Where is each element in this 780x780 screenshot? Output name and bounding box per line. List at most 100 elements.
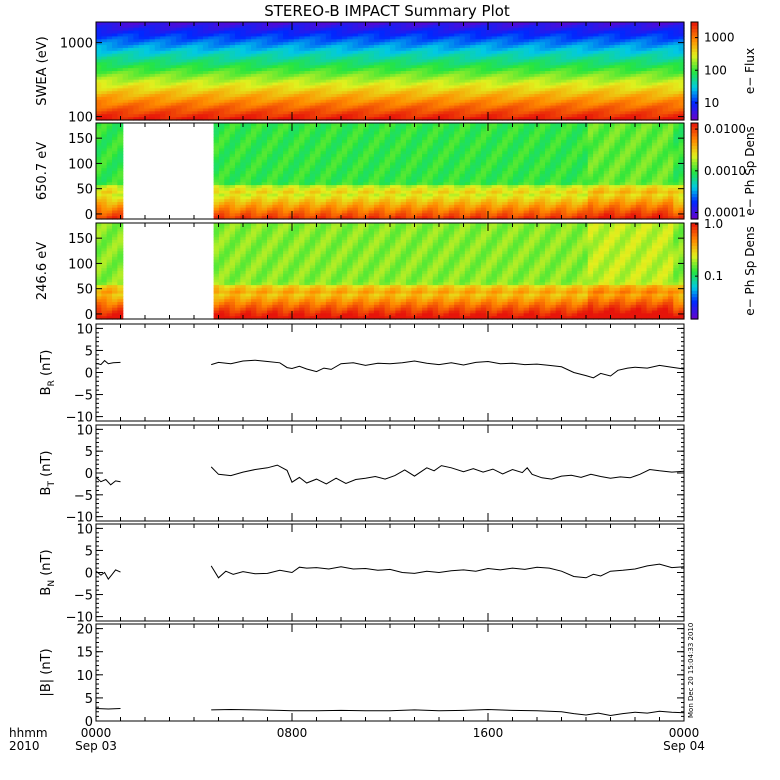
- heatmap-cell: [341, 182, 348, 186]
- heatmap-cell: [379, 73, 386, 78]
- heatmap-cell: [325, 102, 332, 107]
- heatmap-cell: [379, 117, 386, 121]
- heatmap-cell: [555, 39, 562, 43]
- heatmap-cell: [160, 73, 167, 78]
- heatmap-cell: [625, 59, 632, 63]
- heatmap-cell: [625, 99, 632, 104]
- heatmap-cell: [363, 73, 370, 78]
- heatmap-cell: [208, 24, 215, 29]
- heatmap-cell: [395, 53, 402, 58]
- heatmap-cell: [213, 142, 220, 147]
- heatmap-cell: [507, 27, 514, 32]
- heatmap-cell: [336, 196, 343, 200]
- heatmap-cell: [646, 45, 653, 49]
- heatmap-cell: [331, 108, 338, 112]
- heatmap-cell: [320, 24, 327, 29]
- heatmap-cell: [630, 91, 637, 95]
- heatmap-cell: [555, 88, 562, 92]
- heatmap-cell: [304, 99, 311, 104]
- heatmap-cell: [186, 85, 193, 89]
- heatmap-cell: [256, 39, 263, 43]
- heatmap-cell: [368, 30, 375, 35]
- heatmap-cell: [363, 156, 370, 161]
- heatmap-cell: [170, 88, 177, 92]
- heatmap-cell: [234, 76, 241, 81]
- heatmap-cell: [545, 22, 551, 26]
- heatmap-cell: [603, 53, 610, 58]
- heatmap-cell: [352, 151, 359, 155]
- heatmap-cell: [256, 105, 263, 110]
- heatmap-cell: [555, 85, 562, 89]
- heatmap-cell: [443, 65, 450, 69]
- heatmap-cell: [325, 151, 332, 155]
- heatmap-cell: [336, 82, 343, 87]
- heatmap-cell: [245, 50, 252, 55]
- heatmap-cell: [181, 71, 188, 75]
- heatmap-cell: [523, 53, 530, 58]
- heatmap-cell: [336, 142, 343, 147]
- heatmap-cell: [662, 85, 669, 89]
- heatmap-cell: [545, 36, 551, 40]
- heatmap-cell: [625, 105, 632, 110]
- heatmap-cell: [598, 108, 605, 112]
- heatmap-cell: [251, 85, 257, 89]
- heatmap-cell: [154, 96, 161, 101]
- heatmap-cell: [154, 94, 161, 98]
- heatmap-cell: [218, 139, 225, 144]
- heatmap-cell: [181, 30, 188, 35]
- heatmap-cell: [192, 99, 199, 104]
- heatmap-cell: [315, 88, 322, 92]
- colorbar-segment: [691, 97, 698, 101]
- heatmap-cell: [651, 88, 658, 92]
- heatmap-cell: [288, 196, 295, 200]
- heatmap-cell: [400, 91, 407, 95]
- heatmap-cell: [299, 168, 306, 172]
- heatmap-cell: [357, 125, 364, 130]
- heatmap-cell: [523, 68, 530, 72]
- heatmap-cell: [406, 39, 412, 43]
- heatmap-cell: [320, 42, 327, 46]
- heatmap-cell: [630, 33, 637, 38]
- heatmap-cell: [464, 96, 471, 101]
- heatmap-cell: [593, 62, 600, 66]
- heatmap-cell: [320, 187, 327, 192]
- heatmap-cell: [341, 45, 348, 49]
- heatmap-cell: [101, 114, 108, 118]
- heatmap-cell: [571, 99, 578, 104]
- heatmap-cell: [384, 39, 391, 43]
- heatmap-cell: [288, 91, 295, 95]
- heatmap-cell: [165, 88, 172, 92]
- heatmap-cell: [550, 30, 557, 35]
- heatmap-cell: [582, 99, 589, 104]
- heatmap-cell: [261, 79, 268, 84]
- heatmap-cell: [272, 173, 279, 178]
- heatmap-cell: [267, 210, 273, 214]
- heatmap-cell: [357, 65, 364, 69]
- heatmap-cell: [240, 210, 247, 214]
- heatmap-cell: [486, 36, 493, 40]
- heatmap-cell: [277, 91, 284, 95]
- heatmap-cell: [245, 30, 252, 35]
- heatmap-cell: [641, 108, 648, 112]
- heatmap-cell: [662, 99, 669, 104]
- heatmap-cell: [181, 59, 188, 63]
- heatmap-cell: [486, 79, 493, 84]
- heatmap-cell: [395, 94, 402, 98]
- heatmap-cell: [587, 33, 594, 38]
- heatmap-cell: [299, 162, 306, 166]
- heatmap-cell: [96, 176, 102, 181]
- heatmap-cell: [678, 114, 685, 118]
- heatmap-cell: [288, 85, 295, 89]
- heatmap-cell: [272, 185, 279, 189]
- heatmap-cell: [240, 59, 247, 63]
- heatmap-cell: [475, 76, 482, 81]
- heatmap-cell: [261, 162, 268, 166]
- heatmap-cell: [213, 154, 220, 158]
- heatmap-cell: [561, 117, 567, 121]
- heatmap-cell: [186, 47, 193, 52]
- heatmap-cell: [272, 71, 279, 75]
- heatmap-cell: [625, 36, 632, 40]
- heatmap-cell: [480, 22, 487, 26]
- heatmap-cell: [363, 62, 370, 66]
- heatmap-cell: [635, 71, 642, 75]
